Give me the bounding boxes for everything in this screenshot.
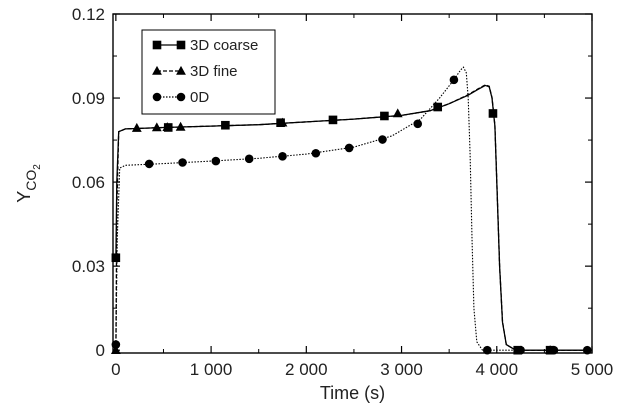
x-tick-label-1: 1 000 <box>190 360 233 379</box>
x-tick-label-2: 2 000 <box>285 360 328 379</box>
series-2-point-10 <box>449 75 459 85</box>
legend-label-2: 0D <box>190 89 209 106</box>
series-line-0 <box>115 84 592 351</box>
tick-labels-layer: 0 1 000 2 000 3 000 4 000 5 000 0 0.03 0.06 0.09 0… <box>72 5 613 379</box>
legend: 3D coarse 3D fine 0D <box>141 29 276 115</box>
legend-box <box>141 29 276 115</box>
series-0-point-2 <box>221 120 230 130</box>
y-tick-label-0: 0 <box>96 341 105 360</box>
markers-layer <box>110 75 592 355</box>
series-1-point-4 <box>175 121 186 131</box>
plot-frame <box>112 13 593 354</box>
y-axis-label-main: Y <box>14 191 34 203</box>
series-0-point-5 <box>380 111 389 121</box>
y-tick-label-3: 0.09 <box>72 89 105 108</box>
series-2-point-3 <box>211 156 221 166</box>
series-0-point-0 <box>111 253 121 263</box>
legend-marker-2-a <box>152 92 162 102</box>
y-tick-label-2: 0.06 <box>72 173 105 192</box>
series-2-point-0 <box>111 340 121 349</box>
series-0-point-6 <box>433 102 443 112</box>
ticks-layer <box>113 13 593 353</box>
y-axis-label-subsubscript: 2 <box>32 164 43 170</box>
series-2-point-6 <box>311 148 321 158</box>
series-1-point-3 <box>162 122 173 131</box>
series-2-point-2 <box>178 158 187 167</box>
x-tick-label-4: 4 000 <box>475 360 518 379</box>
x-tick-label-3: 3 000 <box>380 360 423 379</box>
series-2-point-8 <box>378 135 387 144</box>
series-2-point-5 <box>278 152 287 161</box>
series-line-1 <box>115 84 592 351</box>
y-axis-label-subscript: CO <box>23 170 39 191</box>
legend-marker-0-b <box>176 40 186 50</box>
legend-marker-2-b <box>176 92 186 102</box>
series-1-point-2 <box>151 122 162 132</box>
series-2-point-1 <box>144 159 154 169</box>
legend-marker-1-a <box>152 65 162 75</box>
y-axis-label: YCO2 <box>14 164 43 203</box>
x-tick-label-0: 0 <box>111 360 120 379</box>
legend-marker-0-a <box>152 40 162 50</box>
x-tick-label-5: 5 000 <box>571 360 614 379</box>
x-axis-label: Time (s) <box>320 383 385 403</box>
legend-marker-1-b <box>176 65 186 75</box>
y-tick-label-4: 0.12 <box>72 5 105 24</box>
series-2-point-4 <box>244 154 254 164</box>
legend-label-1: 3D fine <box>190 63 238 80</box>
legend-label-0: 3D coarse <box>190 37 258 54</box>
series-1-point-1 <box>131 122 142 132</box>
y-tick-label-1: 0.03 <box>72 257 105 276</box>
series-0-point-7 <box>488 109 498 118</box>
series-1-point-6 <box>392 108 403 118</box>
series-1-point-5 <box>277 117 288 127</box>
series-0-point-4 <box>328 115 338 125</box>
series-2-point-9 <box>413 119 423 129</box>
series-2-point-7 <box>344 143 354 153</box>
